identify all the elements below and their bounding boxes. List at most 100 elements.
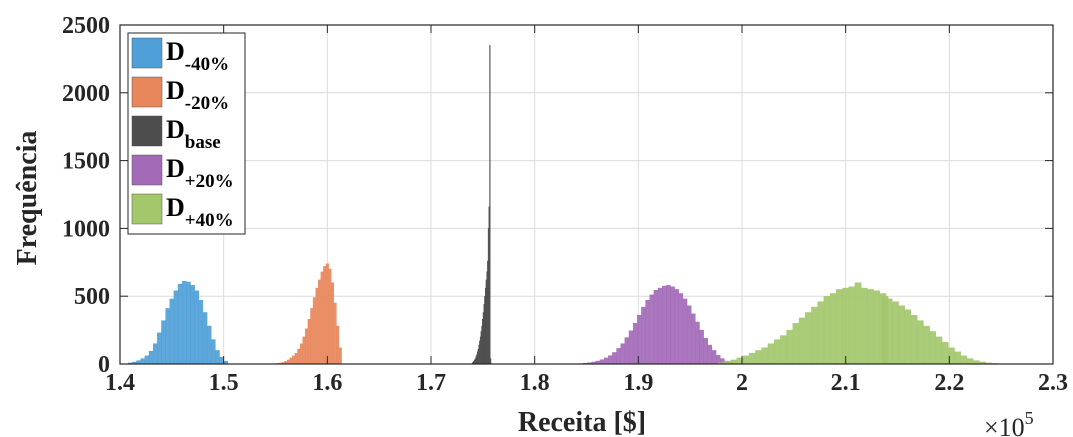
- histogram-bar: [312, 297, 316, 365]
- histogram-bar: [608, 355, 613, 365]
- histogram-bar: [299, 343, 303, 365]
- legend-swatch: [131, 154, 163, 186]
- histogram-bar: [194, 290, 199, 365]
- histogram-bar: [292, 355, 296, 365]
- histogram-bar: [678, 293, 684, 365]
- y-tick-label: 2000: [62, 81, 110, 107]
- histogram-bar: [148, 350, 154, 365]
- histogram-bar: [923, 325, 930, 365]
- histogram-bar: [742, 355, 750, 365]
- histogram-bar: [297, 348, 301, 365]
- histogram-bar: [854, 282, 862, 365]
- histogram-bar: [811, 306, 818, 365]
- histogram-bar: [632, 323, 638, 365]
- histogram-bar: [711, 350, 717, 365]
- histogram-bar: [867, 289, 874, 365]
- histogram-bar: [144, 355, 150, 365]
- x-tick-label: 1.4: [105, 370, 135, 396]
- histogram-bar: [691, 313, 696, 365]
- histogram-bar: [686, 305, 692, 365]
- x-scale-exponent: ×105: [984, 408, 1034, 437]
- histogram-bar: [202, 312, 208, 365]
- histogram-bar: [954, 351, 961, 365]
- legend-label: D-20%: [166, 76, 229, 114]
- histogram-bar: [707, 344, 713, 365]
- histogram-bar: [315, 287, 319, 365]
- legend-label: D-40%: [166, 37, 229, 75]
- histogram-bar: [333, 302, 337, 365]
- histogram-bar: [661, 285, 667, 365]
- legend-swatch: [131, 193, 163, 225]
- histogram-bars: [128, 45, 999, 365]
- x-tick-label: 2.2: [934, 370, 964, 396]
- histogram-bar: [190, 285, 195, 365]
- histogram-bar: [755, 350, 762, 365]
- histogram-bar: [302, 336, 306, 365]
- legend-label: D+40%: [166, 193, 234, 231]
- histogram-bar: [848, 286, 856, 365]
- histogram-bar: [165, 308, 170, 365]
- legend-label: D+20%: [166, 154, 234, 192]
- histogram-bar: [328, 268, 332, 365]
- histogram-bar: [767, 343, 775, 365]
- histogram-bar: [898, 305, 905, 365]
- y-axis-title: Frequência: [12, 131, 43, 266]
- histogram-bar: [186, 281, 191, 365]
- y-tick-labels: 0 500 1000 1500 2000 2500: [62, 13, 110, 378]
- histogram-bar: [885, 298, 893, 365]
- histogram-bar: [211, 339, 216, 365]
- histogram-bar: [320, 271, 324, 365]
- histogram-bar: [286, 359, 290, 365]
- histogram-bar: [798, 317, 806, 365]
- histogram-bar: [616, 348, 621, 365]
- histogram-bar: [749, 352, 756, 365]
- y-tick-label: 1500: [62, 149, 110, 175]
- legend-swatch: [131, 76, 163, 108]
- histogram-bar: [181, 281, 187, 365]
- histogram-bar: [206, 325, 212, 365]
- histogram-bar: [966, 358, 974, 365]
- histogram-bar: [666, 285, 671, 365]
- y-tick-label: 2500: [62, 13, 110, 39]
- grid-lines: [119, 24, 1054, 365]
- histogram-bar: [842, 287, 849, 365]
- x-tick-labels: 1.4 1.5 1.6 1.7 1.8 1.9 2 2.1 2.2 2.3: [105, 370, 1068, 396]
- histogram-bar: [305, 328, 309, 365]
- x-tick-label: 1.7: [416, 370, 446, 396]
- y-tick-label: 1000: [62, 216, 110, 242]
- histogram-bar: [152, 343, 158, 365]
- histogram-bar: [873, 290, 881, 365]
- histogram-bar: [695, 321, 700, 365]
- histogram-bar: [674, 289, 679, 365]
- histogram-bar: [836, 289, 843, 365]
- histogram-bar: [657, 287, 663, 365]
- x-tick-label: 1.6: [312, 370, 342, 396]
- histogram-bar: [219, 357, 224, 365]
- histogram-bar: [157, 332, 162, 365]
- histogram-bar: [318, 279, 322, 365]
- histogram-bar: [699, 329, 704, 365]
- x-tick-label: 1.8: [520, 370, 550, 396]
- histogram-bar: [331, 282, 335, 365]
- histogram-bar: [792, 323, 800, 365]
- histogram-bar: [861, 287, 868, 365]
- histogram-bar: [198, 300, 204, 365]
- histogram-bar: [823, 296, 831, 365]
- histogram-bar: [294, 352, 298, 365]
- legend-label: Dbase: [166, 115, 221, 153]
- histogram-bar: [817, 301, 825, 365]
- histogram-bar: [916, 320, 924, 365]
- exponent-base: ×10: [984, 413, 1025, 437]
- histogram-bar: [338, 347, 342, 365]
- x-tick-label: 2: [736, 370, 748, 396]
- histogram-bar: [612, 352, 617, 365]
- legend-swatch: [131, 115, 163, 147]
- histogram-bar: [910, 314, 918, 365]
- histogram-bar: [325, 263, 329, 365]
- histogram-bar: [490, 358, 492, 365]
- y-tick-label: 500: [74, 284, 110, 310]
- histogram-bar: [323, 266, 327, 365]
- histogram-bar: [805, 312, 812, 365]
